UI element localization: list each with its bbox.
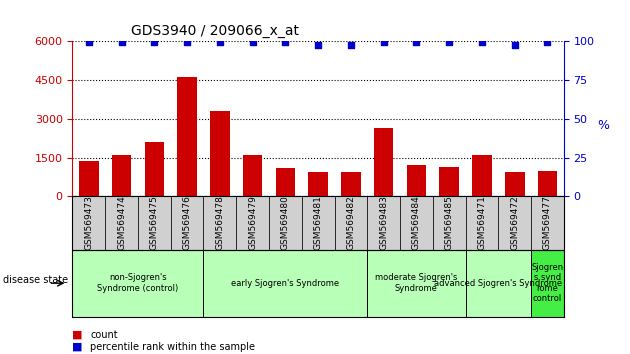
Point: [248, 39, 258, 45]
Text: GSM569485: GSM569485: [445, 195, 454, 251]
Point: [379, 39, 389, 45]
Text: GSM569477: GSM569477: [543, 195, 552, 251]
Text: GSM569472: GSM569472: [510, 196, 519, 250]
Text: Sjogren
s synd
rome
control: Sjogren s synd rome control: [532, 263, 563, 303]
Text: GSM569484: GSM569484: [412, 196, 421, 250]
Bar: [374, 128, 394, 196]
Text: GSM569474: GSM569474: [117, 196, 126, 250]
Text: count: count: [90, 330, 118, 339]
Point: [542, 39, 553, 45]
Text: non-Sjogren's
Syndrome (control): non-Sjogren's Syndrome (control): [98, 274, 178, 293]
Point: [280, 39, 290, 45]
Bar: [308, 172, 328, 196]
Text: GSM569478: GSM569478: [215, 195, 224, 251]
Text: GSM569483: GSM569483: [379, 195, 388, 251]
Bar: [79, 161, 99, 196]
Point: [117, 39, 127, 45]
Point: [215, 39, 225, 45]
Text: percentile rank within the sample: percentile rank within the sample: [90, 342, 255, 352]
Text: GSM569482: GSM569482: [346, 196, 355, 250]
Point: [149, 39, 159, 45]
Bar: [406, 165, 427, 196]
Text: GSM569471: GSM569471: [478, 195, 486, 251]
Text: GSM569476: GSM569476: [183, 195, 192, 251]
Bar: [243, 155, 263, 196]
Bar: [472, 155, 492, 196]
Text: disease state: disease state: [3, 275, 68, 285]
Bar: [439, 167, 459, 196]
Point: [444, 39, 454, 45]
Point: [313, 42, 323, 48]
Point: [84, 39, 94, 45]
Point: [346, 42, 356, 48]
Bar: [112, 155, 132, 196]
Bar: [177, 77, 197, 196]
Text: GSM569473: GSM569473: [84, 195, 93, 251]
Text: early Sjogren's Syndrome: early Sjogren's Syndrome: [231, 279, 340, 288]
Point: [411, 39, 421, 45]
Bar: [210, 111, 230, 196]
Point: [182, 39, 192, 45]
Bar: [144, 142, 164, 196]
Text: advanced Sjogren's Syndrome: advanced Sjogren's Syndrome: [434, 279, 563, 288]
Point: [477, 39, 487, 45]
Bar: [537, 171, 558, 196]
Bar: [275, 168, 295, 196]
Text: ■: ■: [72, 342, 83, 352]
Point: [510, 42, 520, 48]
Text: GSM569475: GSM569475: [150, 195, 159, 251]
Text: GDS3940 / 209066_x_at: GDS3940 / 209066_x_at: [132, 24, 299, 38]
Text: GSM569479: GSM569479: [248, 195, 257, 251]
Y-axis label: %: %: [597, 119, 609, 132]
Text: GSM569481: GSM569481: [314, 195, 323, 251]
Text: ■: ■: [72, 330, 83, 339]
Text: moderate Sjogren's
Syndrome: moderate Sjogren's Syndrome: [375, 274, 457, 293]
Bar: [505, 172, 525, 196]
Bar: [341, 172, 361, 196]
Text: GSM569480: GSM569480: [281, 195, 290, 251]
